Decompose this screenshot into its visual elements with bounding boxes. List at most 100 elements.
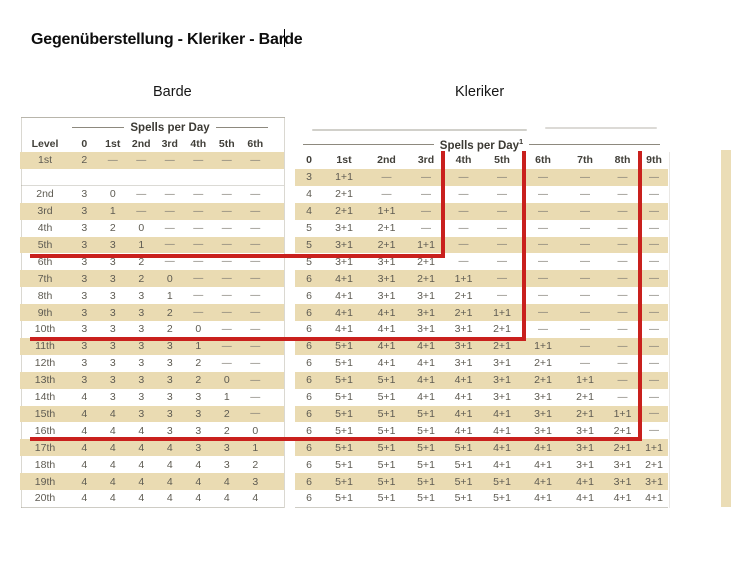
table-row: 6 4+1 4+1 3+1 3+1 2+1 — — — — <box>295 321 668 338</box>
table-cell: — <box>617 222 628 234</box>
table-cell: 12th <box>34 357 56 370</box>
table-cell: 4 <box>306 205 312 218</box>
table-cell: 13th <box>34 374 56 387</box>
table-row: 6 4+1 3+1 3+1 2+1 — — — — — <box>295 287 668 304</box>
table-row: 6 5+1 5+1 5+1 4+1 4+1 3+1 2+1 1+1 — <box>295 405 668 423</box>
table-cell: 6 <box>306 323 312 336</box>
table-cell: 4+1 <box>335 289 353 302</box>
table-cell: 4+1 <box>493 407 511 420</box>
table-cell: 3 <box>109 323 116 336</box>
table-cell: 5+1 <box>377 374 396 387</box>
table-cell: 3 <box>109 238 116 251</box>
table-cell: — <box>164 222 175 234</box>
table-cell: — <box>538 290 548 302</box>
table-cell: 4+1 <box>534 475 552 488</box>
table-cell: — <box>497 273 507 285</box>
table-cell: — <box>250 374 261 386</box>
table-cell: — <box>617 256 628 268</box>
table-cell: 3 <box>109 272 116 285</box>
table-cell: 3 <box>195 391 202 404</box>
table-cell: — <box>580 290 590 302</box>
table-cell: 5+1 <box>377 391 396 404</box>
table-row: 20th 4 4 4 4 4 4 4 <box>20 490 284 507</box>
red-line-vertical-2 <box>522 151 526 341</box>
table-cell: 3rd <box>37 205 53 218</box>
table-cell: 16th <box>34 424 56 437</box>
table-cell: — <box>580 340 590 352</box>
table-cell: 3 <box>138 407 145 420</box>
table-cell: — <box>250 290 261 302</box>
table-cell: — <box>193 273 204 285</box>
table-cell: 4+1 <box>454 424 473 437</box>
table-cell: — <box>250 307 261 319</box>
table-cell: 3 <box>223 441 230 454</box>
table-cell: 5+1 <box>417 441 435 454</box>
document-title[interactable]: Gegenüberstellung - Kleriker - Barde <box>31 29 303 49</box>
table-cell: 4+1 <box>417 357 435 370</box>
table-cell: — <box>617 340 628 352</box>
table-cell: — <box>617 171 628 183</box>
barde-table-right-border <box>284 117 285 508</box>
table-cell: 3 <box>306 171 312 184</box>
table-cell: 3+1 <box>613 458 632 471</box>
table-cell: 3+1 <box>417 306 435 319</box>
table-cell: 6 <box>306 289 312 302</box>
table-cell: — <box>250 408 261 420</box>
table-cell: 4+1 <box>454 407 473 420</box>
table-cell: 2nd <box>36 188 54 201</box>
table-cell: 2+1 <box>534 374 552 387</box>
table-cell: 1 <box>166 289 173 302</box>
table-cell: 5+1 <box>335 441 353 454</box>
table-cell: — <box>250 357 261 369</box>
table-cell: — <box>617 357 628 369</box>
table-cell: 1st <box>37 154 52 167</box>
table-cell: 3 <box>138 340 145 353</box>
table-cell: 3 <box>138 306 145 319</box>
column-header-cell: 6th <box>535 154 551 167</box>
column-header-cell: 0 <box>306 154 312 167</box>
table-cell: 3+1 <box>335 222 353 235</box>
table-cell: 5+1 <box>493 475 511 488</box>
table-cell: 4 <box>109 475 116 488</box>
table-cell: — <box>580 171 590 183</box>
table-cell: — <box>193 307 204 319</box>
table-cell: — <box>221 273 232 285</box>
table-cell: 3 <box>81 374 88 387</box>
table-cell: 1 <box>223 391 230 404</box>
table-cell: 18th <box>34 458 56 471</box>
table-cell: 8th <box>37 289 53 302</box>
table-cell: 4 <box>109 407 116 420</box>
table-cell: 5+1 <box>417 492 435 505</box>
table-cell: 2+1 <box>576 391 594 404</box>
table-cell: — <box>497 171 507 183</box>
table-cell: 3+1 <box>454 340 473 353</box>
table-cell: 4th <box>37 222 53 235</box>
table-cell: 4+1 <box>613 492 632 505</box>
table-cell: — <box>193 205 204 217</box>
red-line-horizontal-1 <box>30 254 445 258</box>
table-cell: — <box>617 188 628 200</box>
table-cell: — <box>250 239 261 251</box>
table-cell: — <box>649 340 659 352</box>
table-cell: — <box>250 391 261 403</box>
table-cell: 3+1 <box>493 357 511 370</box>
table-cell: — <box>421 188 431 200</box>
table-cell: 0 <box>166 272 173 285</box>
table-cell: 3 <box>138 323 145 336</box>
red-line-horizontal-2 <box>30 337 526 341</box>
table-cell: 5+1 <box>377 475 396 488</box>
table-cell: — <box>617 307 628 319</box>
table-cell: 1+1 <box>576 374 594 387</box>
column-header-cell: Level <box>31 137 59 150</box>
table-row: 16th 4 4 4 3 3 2 0 <box>20 422 284 439</box>
table-cell: 3+1 <box>534 391 552 404</box>
table-cell: 4 <box>138 441 145 454</box>
table-cell: — <box>193 256 204 268</box>
table-row: 10th 3 3 3 2 0 — — <box>20 321 284 338</box>
table-row: 11th 3 3 3 3 1 — — <box>20 337 284 355</box>
table-cell: — <box>580 357 590 369</box>
table-cell: — <box>617 290 628 302</box>
table-cell: — <box>538 171 548 183</box>
table-cell: 5+1 <box>335 407 353 420</box>
table-header-row: 0 1st 2nd 3rd 4th 5th 6th 7th 8th 9th <box>295 152 668 169</box>
